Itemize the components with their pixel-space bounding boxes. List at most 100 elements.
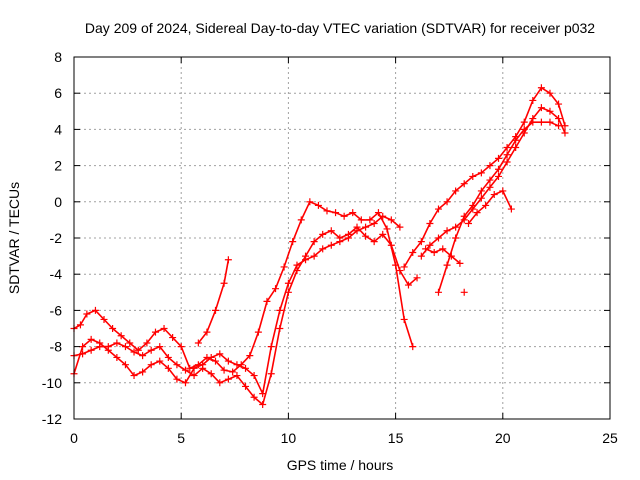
- data-point: [224, 256, 232, 264]
- data-point: [362, 232, 370, 240]
- data-point: [212, 357, 220, 365]
- data-point: [233, 361, 241, 369]
- x-axis: 0 5 10 15 20 25: [70, 57, 618, 446]
- data-point: [434, 234, 442, 242]
- data-point: [349, 209, 357, 217]
- data-point: [477, 169, 485, 177]
- x-tick-label: 15: [388, 430, 404, 446]
- data-series-10: [460, 288, 468, 296]
- data-point: [439, 245, 447, 253]
- data-point: [207, 353, 215, 361]
- data-point: [126, 339, 134, 347]
- data-point: [319, 230, 327, 238]
- data-point: [284, 279, 292, 287]
- data-point: [473, 209, 481, 217]
- data-point: [387, 216, 395, 224]
- y-tick-label: 6: [54, 85, 62, 101]
- data-point: [366, 216, 374, 224]
- data-point: [400, 315, 408, 323]
- data-point: [310, 238, 318, 246]
- data-point: [263, 297, 271, 305]
- data-point: [139, 352, 147, 360]
- data-point: [495, 154, 503, 162]
- data-point: [452, 234, 460, 242]
- data-point: [306, 198, 314, 206]
- data-series-5: [400, 84, 569, 271]
- data-point: [280, 263, 288, 271]
- data-point: [503, 158, 511, 166]
- data-point: [520, 125, 528, 133]
- data-point: [520, 118, 528, 126]
- data-point: [400, 263, 408, 271]
- data-point: [447, 252, 455, 260]
- x-axis-label: GPS time / hours: [287, 457, 394, 473]
- data-point: [254, 328, 262, 336]
- data-point: [216, 350, 224, 358]
- data-point: [181, 379, 189, 387]
- data-point: [160, 325, 168, 332]
- data-point: [486, 183, 494, 191]
- series-line: [420, 106, 566, 257]
- chart-title: Day 209 of 2024, Sidereal Day-to-day VTE…: [85, 20, 595, 36]
- data-point: [130, 372, 138, 380]
- data-point: [169, 334, 177, 342]
- data-point: [220, 279, 228, 287]
- data-point: [486, 162, 494, 170]
- series-line: [197, 258, 230, 344]
- data-point: [537, 84, 545, 92]
- data-point: [434, 205, 442, 213]
- series-line: [437, 121, 560, 294]
- data-point: [327, 241, 335, 249]
- data-point: [353, 227, 361, 235]
- data-point: [100, 315, 108, 323]
- data-point: [512, 144, 520, 151]
- data-point: [387, 241, 395, 249]
- y-axis-label: SDTVAR / TECUs: [6, 182, 22, 294]
- data-series-7: [434, 118, 563, 296]
- data-point: [87, 346, 95, 354]
- data-point: [332, 209, 340, 217]
- series-line: [467, 190, 513, 225]
- data-series: [70, 84, 569, 409]
- data-point: [177, 343, 185, 351]
- data-point: [430, 248, 438, 256]
- data-point: [276, 306, 284, 314]
- data-point: [546, 107, 554, 115]
- y-axis: -12 -10 -8 -6 -4 -2 0 2 4 6 8: [42, 49, 610, 427]
- y-tick-label: -12: [42, 411, 62, 427]
- data-point: [503, 144, 511, 151]
- data-point: [319, 245, 327, 253]
- y-tick-label: -2: [50, 230, 63, 246]
- y-tick-label: -8: [50, 339, 63, 355]
- data-point: [130, 348, 138, 356]
- data-series-3: [70, 212, 404, 398]
- data-point: [417, 238, 425, 246]
- data-point: [409, 343, 417, 351]
- data-point: [139, 368, 147, 376]
- data-point: [314, 201, 322, 209]
- data-point: [336, 238, 344, 246]
- data-point: [297, 216, 305, 224]
- data-point: [190, 364, 198, 372]
- data-point: [396, 223, 404, 231]
- data-point: [181, 366, 189, 374]
- data-point: [267, 343, 275, 351]
- data-point: [224, 357, 232, 365]
- data-point: [147, 346, 155, 354]
- data-point: [242, 364, 250, 372]
- data-point: [469, 172, 477, 180]
- data-point: [267, 370, 275, 378]
- data-point: [117, 332, 125, 340]
- data-point: [460, 288, 468, 296]
- x-tick-label: 25: [602, 430, 618, 446]
- data-point: [477, 187, 485, 195]
- series-line: [73, 226, 418, 406]
- data-point: [113, 339, 121, 347]
- data-point: [495, 165, 503, 173]
- data-point: [537, 104, 545, 112]
- data-point: [250, 372, 258, 380]
- data-point: [121, 343, 129, 351]
- data-point: [512, 136, 520, 144]
- data-series-4: [194, 256, 232, 347]
- y-tick-label: 4: [54, 121, 62, 137]
